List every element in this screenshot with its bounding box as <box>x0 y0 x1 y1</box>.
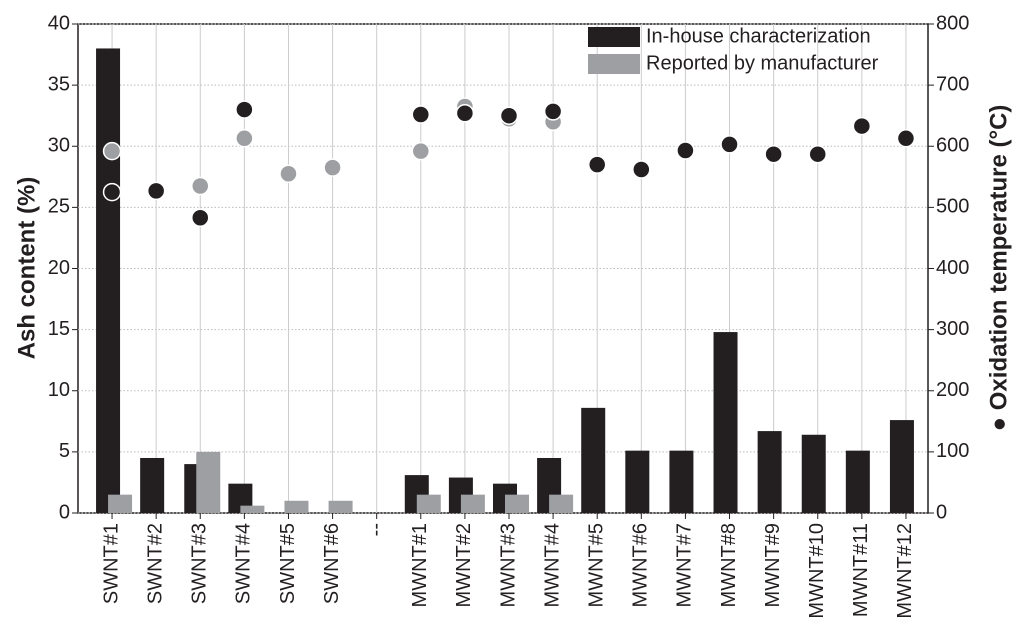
dot <box>191 176 210 196</box>
x-tick-label: MWNT#7 <box>674 523 696 607</box>
dot <box>146 181 166 201</box>
dot <box>632 160 651 179</box>
dot <box>191 208 210 228</box>
bar <box>140 457 165 513</box>
dot <box>676 141 695 160</box>
dot <box>323 158 342 177</box>
dot <box>896 129 916 148</box>
legend-label: Reported by manufacturer <box>646 52 879 74</box>
bar <box>581 407 606 513</box>
dot <box>411 141 431 161</box>
bar <box>196 451 221 513</box>
legend-swatch <box>588 27 640 47</box>
y-tick-label: 20 <box>48 257 70 279</box>
legend-swatch <box>588 54 640 74</box>
x-tick-label: MWNT#3 <box>497 523 519 607</box>
x-tick-label: MWNT#11 <box>850 523 872 617</box>
x-tick-label: SWNT#2 <box>144 523 166 604</box>
y2-tick-label: 200 <box>936 379 969 401</box>
x-tick-label: SWNT#5 <box>277 523 299 604</box>
dot <box>411 105 431 124</box>
y2-axis-title: ● Oxidation temperature (°C) <box>985 105 1012 432</box>
bar <box>96 48 121 513</box>
bar <box>416 494 441 513</box>
x-tick-label: MWNT#9 <box>762 523 784 607</box>
dot <box>587 155 607 174</box>
bar <box>549 494 574 513</box>
bar <box>240 505 265 513</box>
y-tick-label: 15 <box>48 318 70 340</box>
dot <box>720 135 739 154</box>
y2-tick-label: 300 <box>936 318 969 340</box>
y2-tick-label: 700 <box>936 73 969 95</box>
x-tick-label: SWNT#6 <box>321 523 343 604</box>
bar <box>845 450 870 513</box>
y2-tick-label: 500 <box>936 196 969 218</box>
y-tick-label: 35 <box>48 73 70 95</box>
dot <box>499 106 519 125</box>
y-tick-label: 40 <box>48 12 70 34</box>
bar <box>713 332 738 513</box>
dot <box>764 144 783 164</box>
bar <box>460 494 485 513</box>
y2-tick-label: 400 <box>936 257 969 279</box>
x-tick-label: SWNT#1 <box>100 523 122 604</box>
bar <box>669 450 694 513</box>
dot <box>102 182 122 202</box>
dot <box>235 129 254 148</box>
y2-tick-label: 600 <box>936 135 969 157</box>
y-tick-label: 10 <box>48 379 70 401</box>
x-tick-label: SWNT#3 <box>189 523 211 604</box>
bar <box>328 500 353 513</box>
bar <box>108 494 133 513</box>
bar <box>801 434 826 513</box>
x-tick-label: SWNT#4 <box>233 523 255 604</box>
bar <box>505 494 529 513</box>
x-tick-label: MWNT#2 <box>453 523 475 607</box>
x-tick-label: MWNT#12 <box>894 523 916 619</box>
dot <box>852 116 872 136</box>
x-tick-label: MWNT#1 <box>409 523 431 607</box>
y2-tick-label: 0 <box>936 501 947 523</box>
bar <box>284 500 309 513</box>
dot <box>455 103 475 123</box>
y-axis-title: Ash content (%) <box>13 177 40 360</box>
dot <box>235 100 254 119</box>
y2-tick-label: 800 <box>936 12 969 34</box>
dot <box>102 141 122 161</box>
y-tick-label: 25 <box>48 196 70 218</box>
y-tick-label: 30 <box>48 135 70 157</box>
dot <box>279 164 298 184</box>
x-tick-label: MWNT#6 <box>630 523 652 607</box>
legend-label: In-house characterization <box>646 25 871 47</box>
y-tick-label: 5 <box>59 440 70 462</box>
dot <box>543 102 563 121</box>
bar <box>757 431 782 513</box>
bar <box>889 420 914 513</box>
x-tick-label: MWNT#8 <box>718 523 740 607</box>
bar <box>625 450 650 513</box>
x-tick-label: MWNT#4 <box>541 523 563 607</box>
y-tick-label: 0 <box>59 501 70 523</box>
dot <box>808 144 827 164</box>
x-tick-label: MWNT#10 <box>806 523 828 619</box>
y2-tick-label: 100 <box>936 440 969 462</box>
x-tick-label: MWNT#5 <box>585 523 607 607</box>
x-tick-label: -- <box>365 523 387 536</box>
